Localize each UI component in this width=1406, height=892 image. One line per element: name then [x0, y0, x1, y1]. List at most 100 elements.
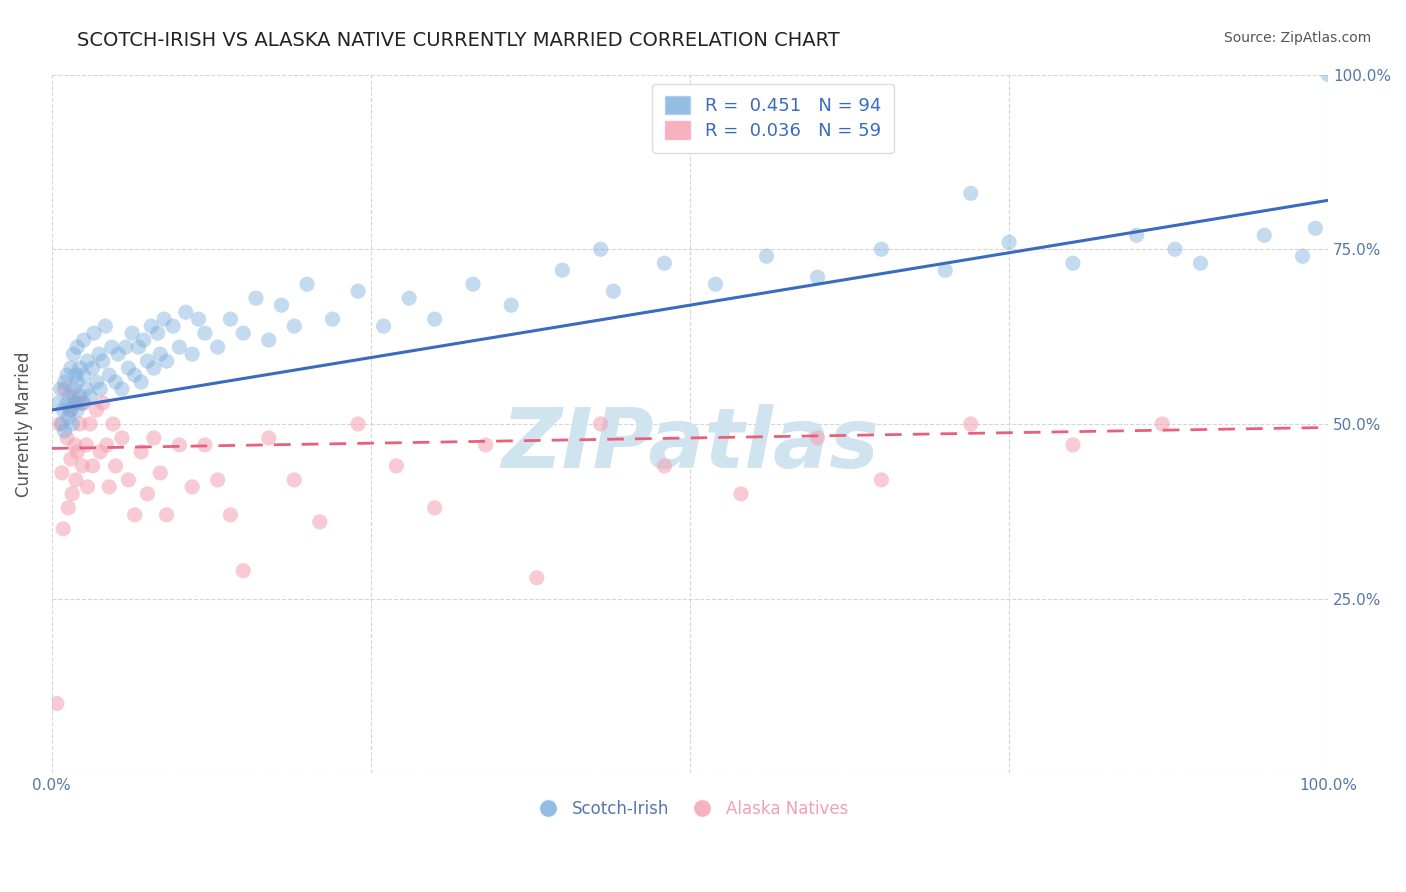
Point [75, 438, 97, 452]
Point [207, 340, 229, 354]
Text: ZIPatlas: ZIPatlas [501, 404, 879, 485]
Point [806, 431, 828, 445]
Point [219, 312, 242, 326]
Point [60, 417, 83, 431]
Point [52, 403, 75, 417]
Point [423, 500, 446, 515]
Point [89, 445, 111, 459]
Point [63, 438, 86, 452]
Point [283, 319, 305, 334]
Point [73, 396, 96, 410]
Point [156, 508, 179, 522]
Point [156, 354, 179, 368]
Point [1189, 256, 1212, 270]
Point [63, 396, 86, 410]
Point [551, 263, 574, 277]
Point [194, 438, 217, 452]
Point [142, 431, 165, 445]
Point [129, 445, 152, 459]
Point [46, 396, 69, 410]
Y-axis label: Currently Married: Currently Married [15, 351, 32, 497]
Point [51, 417, 73, 431]
Point [589, 242, 612, 256]
Point [100, 340, 122, 354]
Point [187, 312, 209, 326]
Point [232, 326, 254, 340]
Point [62, 347, 84, 361]
Point [82, 458, 104, 473]
Point [53, 424, 76, 438]
Point [73, 368, 96, 382]
Point [94, 319, 117, 334]
Point [56, 431, 79, 445]
Point [1062, 256, 1084, 270]
Point [87, 347, 110, 361]
Point [194, 326, 217, 340]
Point [1164, 242, 1187, 256]
Point [1125, 228, 1147, 243]
Point [59, 403, 82, 417]
Point [111, 431, 134, 445]
Point [257, 333, 280, 347]
Point [398, 291, 420, 305]
Point [132, 333, 155, 347]
Point [66, 396, 89, 410]
Point [654, 256, 676, 270]
Point [79, 417, 101, 431]
Text: SCOTCH-IRISH VS ALASKA NATIVE CURRENTLY MARRIED CORRELATION CHART: SCOTCH-IRISH VS ALASKA NATIVE CURRENTLY … [77, 31, 839, 50]
Point [308, 515, 330, 529]
Point [69, 389, 91, 403]
Point [65, 368, 87, 382]
Point [91, 396, 114, 410]
Point [53, 375, 76, 389]
Point [98, 480, 121, 494]
Point [76, 354, 98, 368]
Point [124, 368, 146, 382]
Point [602, 284, 624, 298]
Point [73, 333, 96, 347]
Point [501, 298, 523, 312]
Point [104, 375, 127, 389]
Point [58, 500, 80, 515]
Point [83, 326, 105, 340]
Point [59, 451, 82, 466]
Point [169, 340, 191, 354]
Point [998, 235, 1021, 250]
Point [174, 305, 197, 319]
Point [385, 458, 408, 473]
Point [270, 298, 292, 312]
Legend: Scotch-Irish, Alaska Natives: Scotch-Irish, Alaska Natives [524, 793, 855, 824]
Point [347, 417, 370, 431]
Point [49, 382, 72, 396]
Point [806, 270, 828, 285]
Point [89, 382, 111, 396]
Point [72, 396, 94, 410]
Point [730, 487, 752, 501]
Point [65, 473, 87, 487]
Point [245, 291, 267, 305]
Point [101, 417, 124, 431]
Point [69, 417, 91, 431]
Point [181, 347, 204, 361]
Point [373, 319, 395, 334]
Point [474, 438, 496, 452]
Point [76, 480, 98, 494]
Point [219, 508, 242, 522]
Point [66, 445, 89, 459]
Point [96, 438, 118, 452]
Point [141, 319, 163, 334]
Point [86, 375, 108, 389]
Point [146, 326, 169, 340]
Point [59, 389, 82, 403]
Point [654, 458, 676, 473]
Point [1305, 221, 1327, 235]
Point [959, 417, 981, 431]
Point [53, 382, 76, 396]
Point [136, 354, 159, 368]
Point [1291, 249, 1313, 263]
Point [56, 368, 79, 382]
Point [136, 487, 159, 501]
Point [257, 431, 280, 445]
Point [66, 340, 89, 354]
Point [149, 466, 172, 480]
